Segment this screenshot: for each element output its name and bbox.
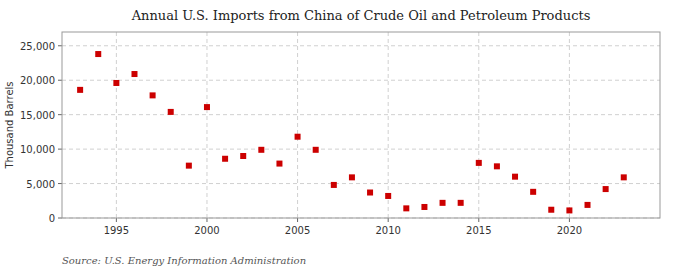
- point: [186, 163, 192, 169]
- grid-line-y: [62, 45, 660, 46]
- point: [494, 163, 500, 169]
- tick-x: [388, 218, 389, 222]
- tick-label-y: 15,000: [20, 110, 55, 121]
- tick-x: [297, 218, 298, 222]
- point: [276, 161, 282, 167]
- grid-line-x: [478, 32, 479, 218]
- grid-line-y: [62, 114, 660, 115]
- point: [295, 134, 301, 140]
- point: [131, 71, 137, 77]
- point: [95, 51, 101, 57]
- tick-label-y: 5,000: [26, 179, 55, 190]
- point: [585, 202, 591, 208]
- point: [476, 160, 482, 166]
- grid: [62, 32, 660, 218]
- tick-label-x: 2015: [466, 225, 491, 236]
- tick-y: [58, 183, 62, 184]
- tick-label-x: 2010: [375, 225, 400, 236]
- tick-label-y: 0: [49, 213, 55, 224]
- tick-label-x: 2005: [285, 225, 310, 236]
- tick-label-x: 2020: [557, 225, 582, 236]
- point: [566, 207, 572, 213]
- point: [313, 147, 319, 153]
- point: [258, 147, 264, 153]
- point: [458, 200, 464, 206]
- tick-y: [58, 114, 62, 115]
- point: [603, 186, 609, 192]
- point: [77, 87, 83, 93]
- tick-label-y: 20,000: [20, 75, 55, 86]
- tick-x: [569, 218, 570, 222]
- point: [385, 193, 391, 199]
- point: [240, 153, 246, 159]
- point: [530, 189, 536, 195]
- tick-label-x: 1995: [104, 225, 129, 236]
- point: [512, 174, 518, 180]
- tick-label-x: 2000: [194, 225, 219, 236]
- grid-line-x: [297, 32, 298, 218]
- point: [168, 109, 174, 115]
- point: [440, 200, 446, 206]
- title: Annual U.S. Imports from China of Crude …: [131, 8, 591, 23]
- grid-line-y: [62, 149, 660, 150]
- tick-label-y: 10,000: [20, 144, 55, 155]
- point: [150, 92, 156, 98]
- grid-line-x: [116, 32, 117, 218]
- point: [621, 174, 627, 180]
- tick-x: [206, 218, 207, 222]
- point: [113, 80, 119, 86]
- point: [367, 190, 373, 196]
- tick-label-y: 25,000: [20, 41, 55, 52]
- grid-line-x: [569, 32, 570, 218]
- grid-line-y: [62, 183, 660, 184]
- grid-line-x: [388, 32, 389, 218]
- y-axis-label: Thousand Barrels: [4, 81, 15, 169]
- tick-y: [58, 218, 62, 219]
- grid-line-y: [62, 80, 660, 81]
- plot-frame: [62, 32, 660, 218]
- tick-y: [58, 45, 62, 46]
- point: [403, 205, 409, 211]
- axes: 0 5,000 10,000 15,000 20,000 25,000 1995 2000 20…: [20, 32, 660, 236]
- grid-line-x: [206, 32, 207, 218]
- point: [222, 156, 228, 162]
- point: [548, 207, 554, 213]
- tick-x: [116, 218, 117, 222]
- source-note: Source: U.S. Energy Information Administ…: [62, 255, 306, 266]
- point: [331, 182, 337, 188]
- tick-x: [478, 218, 479, 222]
- point: [421, 204, 427, 210]
- point: [349, 174, 355, 180]
- tick-y: [58, 80, 62, 81]
- point: [204, 104, 210, 110]
- points: [77, 51, 627, 213]
- chart: 0 5,000 10,000 15,000 20,000 25,000 1995 2000 20…: [0, 0, 675, 275]
- tick-y: [58, 149, 62, 150]
- plot-area: [62, 32, 660, 218]
